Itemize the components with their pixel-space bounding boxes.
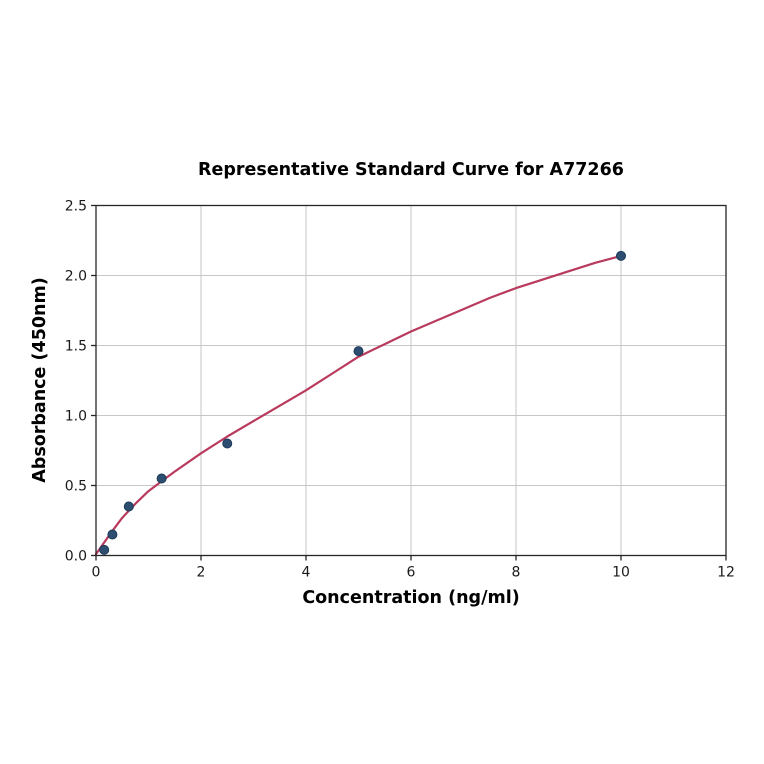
x-tick-label-4: 4 — [302, 565, 311, 581]
chart-title: Representative Standard Curve for A77266 — [198, 160, 624, 180]
x-tick-label-0: 0 — [92, 565, 101, 581]
x-tick-label-8: 8 — [512, 565, 521, 581]
data-point-4 — [222, 438, 233, 449]
data-point-2 — [123, 501, 134, 512]
data-point-5 — [353, 346, 364, 357]
y-tick-label-1.5: 1.5 — [65, 339, 87, 355]
y-tick-label-2.5: 2.5 — [65, 199, 87, 215]
y-tick-label-1: 1.0 — [65, 409, 87, 425]
data-point-6 — [616, 250, 626, 261]
x-tick-label-12: 12 — [717, 565, 735, 581]
x-tick-label-2: 2 — [197, 565, 206, 581]
x-tick-label-6: 6 — [407, 565, 416, 581]
x-tick-label-10: 10 — [612, 565, 630, 581]
fit-curve — [94, 254, 623, 556]
y-tick-label-0: 0.0 — [65, 549, 87, 565]
y-tick-label-2: 2.0 — [65, 269, 87, 285]
y-tick-label-0.5: 0.5 — [65, 479, 87, 495]
data-point-3 — [156, 473, 167, 484]
data-point-0 — [99, 544, 110, 555]
x-axis-label: Concentration (ng/ml) — [302, 588, 520, 608]
data-point-1 — [107, 529, 118, 540]
